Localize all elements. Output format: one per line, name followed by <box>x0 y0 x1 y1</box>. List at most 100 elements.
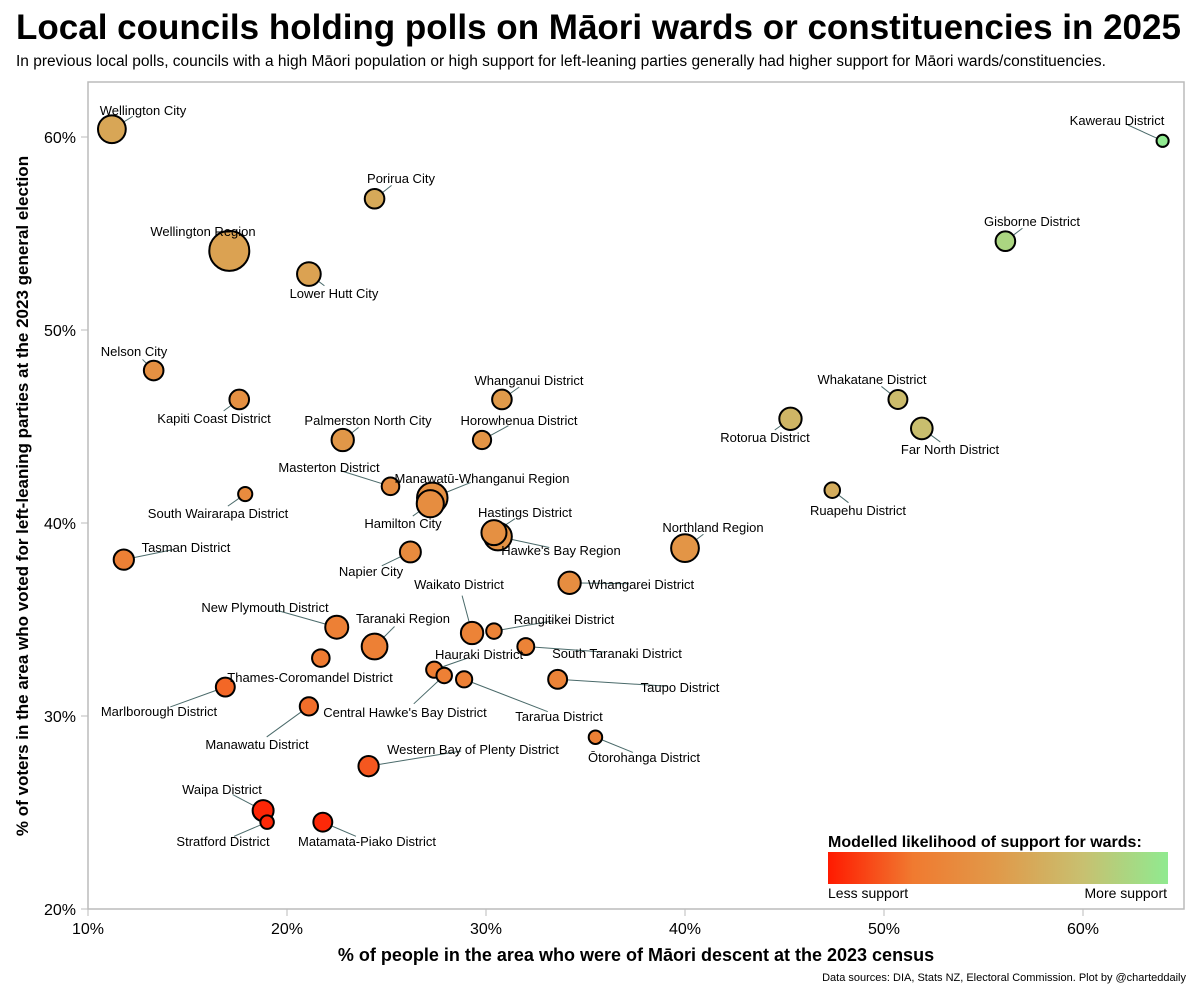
point-label: Horowhenua District <box>460 413 577 428</box>
point-label: Tasman District <box>142 540 231 555</box>
data-point <box>459 620 485 646</box>
point-label: Taranaki Region <box>356 611 450 626</box>
data-point <box>778 406 803 431</box>
label-leader-line <box>232 794 255 807</box>
label-leader-line <box>461 595 470 623</box>
data-point <box>471 429 493 451</box>
point-label: Wellington City <box>100 103 187 118</box>
point-label: Nelson City <box>101 344 168 359</box>
y-axis-label: % of voters in the area who voted for le… <box>13 156 32 836</box>
point-label: Palmerston North City <box>304 413 432 428</box>
point-label: Hawke's Bay Region <box>501 543 621 558</box>
data-point <box>360 632 389 661</box>
label-leader-line <box>471 681 548 713</box>
x-axis-label: % of people in the area who were of Māor… <box>338 945 934 965</box>
point-label: Gisborne District <box>984 214 1080 229</box>
data-point <box>587 729 604 745</box>
data-point <box>909 416 934 441</box>
point-label: Hamilton City <box>364 516 442 531</box>
label-leader-line <box>413 680 439 705</box>
data-point <box>887 389 909 410</box>
point-label: Ruapehu District <box>810 503 906 518</box>
point-label: South Taranaki District <box>552 646 682 661</box>
data-point <box>557 570 582 595</box>
label-leader-line <box>509 386 520 395</box>
label-leader-line <box>446 481 472 493</box>
point-label: Western Bay of Plenty District <box>387 742 559 757</box>
data-point <box>324 614 350 640</box>
point-label: Porirua City <box>367 171 435 186</box>
data-point <box>259 814 275 830</box>
point-label: Waikato District <box>414 577 504 592</box>
y-tick-label: 30% <box>44 709 76 726</box>
data-point <box>237 485 254 503</box>
label-leader-line <box>266 711 302 738</box>
label-leader-line <box>881 386 891 395</box>
data-point <box>398 540 422 564</box>
point-label: Ōtorohanga District <box>588 750 700 765</box>
point-label: Tararua District <box>515 709 603 724</box>
point-label: Whakatane District <box>817 372 926 387</box>
data-point <box>994 230 1017 253</box>
data-point <box>363 187 386 210</box>
point-label: Whangarei District <box>588 577 695 592</box>
label-leader-line <box>489 425 509 437</box>
point-label: Lower Hutt City <box>290 286 379 301</box>
x-tick-label: 30% <box>470 921 502 938</box>
data-point <box>312 811 334 833</box>
data-point <box>670 533 700 563</box>
point-label: Hastings District <box>478 505 572 520</box>
legend-high-label: More support <box>1085 885 1168 901</box>
label-leader-line <box>331 825 357 837</box>
point-label: Whanganui District <box>474 373 583 388</box>
point-label: Napier City <box>339 564 404 579</box>
x-tick-label: 40% <box>669 921 701 938</box>
data-point <box>298 696 320 717</box>
data-point <box>97 114 127 145</box>
chart-title: Local councils holding polls on Māori wa… <box>16 8 1181 47</box>
point-label: Far North District <box>901 442 1000 457</box>
data-point <box>330 427 355 453</box>
data-point <box>380 476 401 497</box>
label-leader-line <box>534 646 606 653</box>
data-point <box>311 648 331 668</box>
point-label: Rangitikei District <box>514 612 615 627</box>
label-leader-line <box>227 497 240 507</box>
x-tick-label: 20% <box>271 921 303 938</box>
label-leader-line <box>381 556 402 567</box>
point-label: Marlborough District <box>101 704 218 719</box>
x-tick-label: 60% <box>1067 921 1099 938</box>
point-label: Northland Region <box>662 520 763 535</box>
label-leader-line <box>441 657 468 668</box>
label-leader-line <box>1012 227 1023 236</box>
point-label: Hauraki District <box>435 647 524 662</box>
point-label: Thames-Coromandel District <box>227 670 393 685</box>
point-label: Central Hawke's Bay District <box>323 705 487 720</box>
point-label: Rotorua District <box>720 430 810 445</box>
data-point <box>491 388 513 411</box>
point-label: Kapiti Coast District <box>157 411 271 426</box>
label-leader-line <box>340 470 383 485</box>
y-tick-label: 40% <box>44 516 76 533</box>
data-point <box>228 388 251 411</box>
label-leader-line <box>695 533 704 541</box>
data-point <box>547 668 569 690</box>
data-point <box>435 666 453 685</box>
point-label: Taupo District <box>641 680 720 695</box>
label-leader-line <box>930 434 941 443</box>
y-tick-label: 60% <box>44 130 76 147</box>
point-label: Manawatu District <box>205 737 309 752</box>
label-leader-line <box>276 609 326 625</box>
data-point <box>112 548 135 571</box>
label-leader-line <box>133 548 175 559</box>
data-point <box>455 670 474 689</box>
label-leader-line <box>567 679 669 687</box>
point-label: Waipa District <box>182 782 262 797</box>
point-label: Matamata-Piako District <box>298 834 436 849</box>
label-leader-line <box>501 620 553 631</box>
label-leader-line <box>1127 124 1158 139</box>
label-leader-line <box>838 494 849 504</box>
label-leader-line <box>223 404 232 412</box>
legend-title: Modelled likelihood of support for wards… <box>828 834 1142 851</box>
x-tick-label: 50% <box>868 921 900 938</box>
